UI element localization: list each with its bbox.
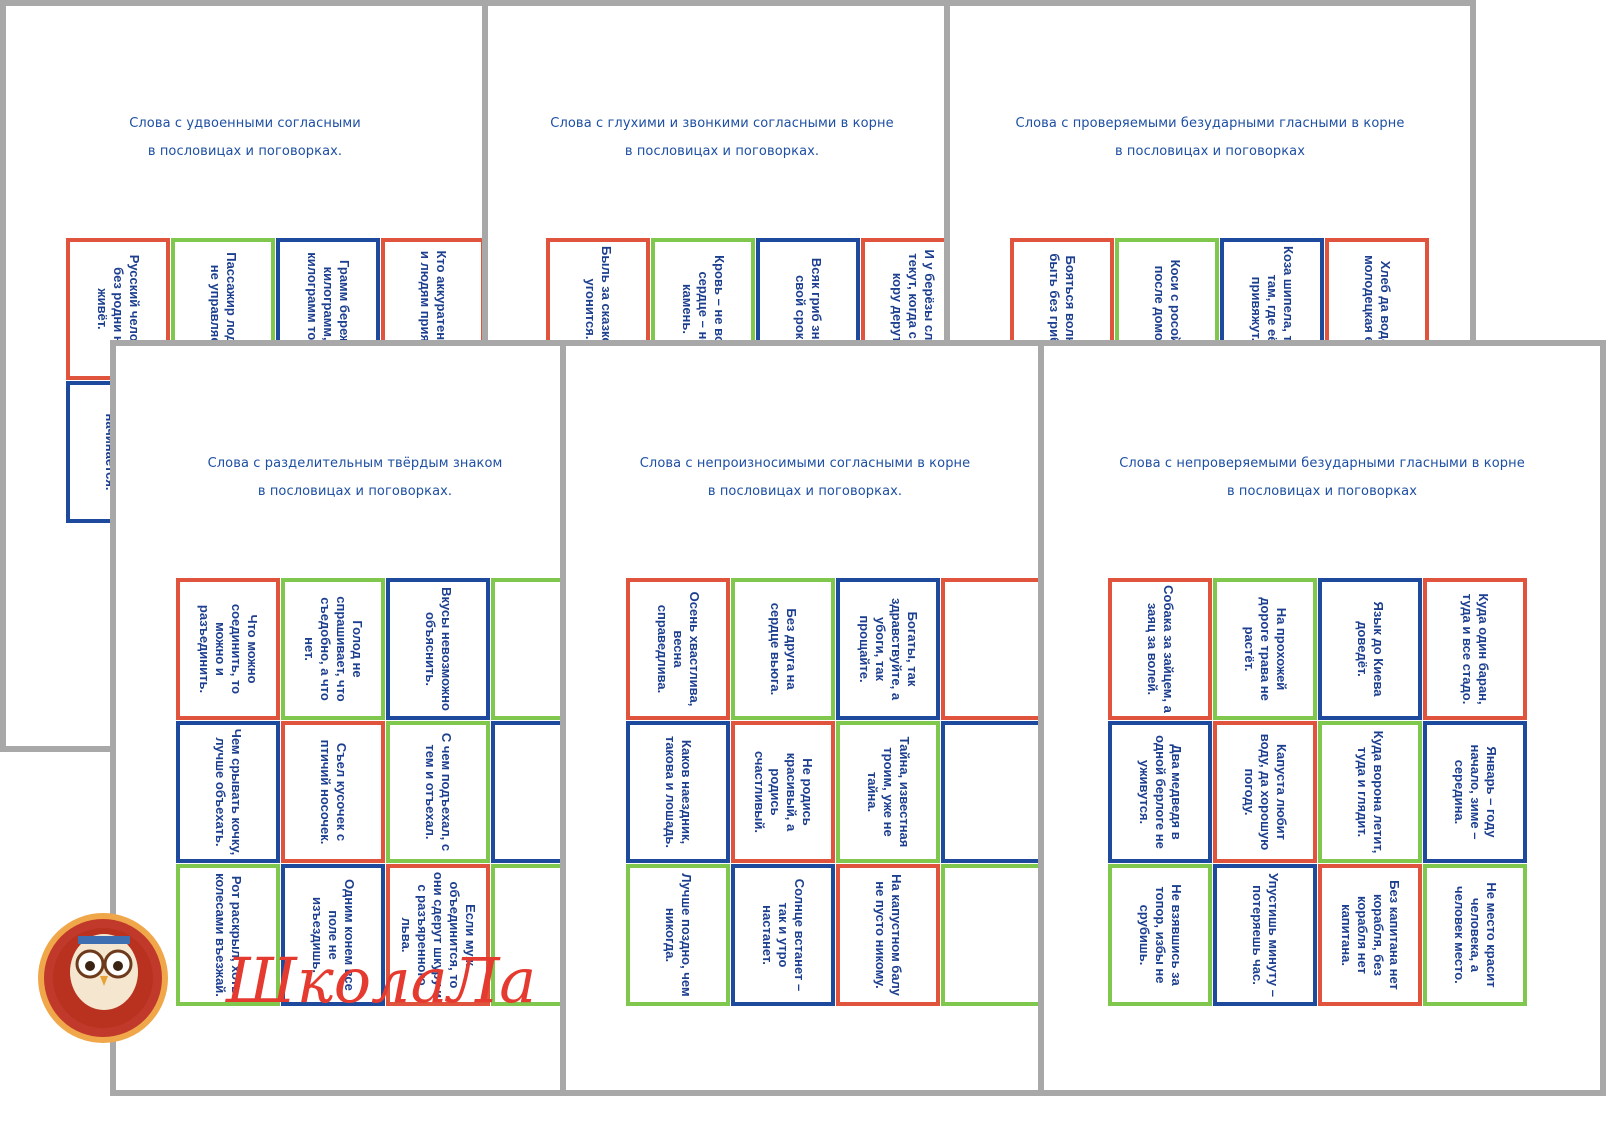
proverb-card: Куда ворона летит, туда и глядит. [1318,721,1422,863]
proverb-card: Не взявшись за топор, избы не срубишь. [1108,864,1212,1006]
proverb-card: На прохожей дороге трава не растёт. [1213,578,1317,720]
sheet-title: Слова с удвоенными согласными [129,116,361,131]
proverb-card: Собака за зайцем, а заяц за волей. [1108,578,1212,720]
proverb-card: Без друга на сердце вьюга. [731,578,835,720]
proverb-card: Январь – году начало, зиме – середина. [1423,721,1527,863]
proverb-card: Съел кусочек с птичий носочек. [281,721,385,863]
sheet-subtitle: в пословицах и поговорках. [707,484,903,499]
sheet-title: Слова с проверяемыми безударными гласным… [1015,116,1405,131]
proverb-card: Рот раскрыл, хоть колесами въезжай. [176,864,280,1006]
sheet-subtitle: в пословицах и поговорках. [147,144,343,159]
proverb-card [941,864,1044,1006]
proverb-card: Одним конем все поле не изъездишь. [281,864,385,1006]
proverb-card: С чем подъехал, с тем и отъехал. [386,721,490,863]
sheet-title: Слова с разделительным твёрдым знаком [207,456,503,471]
proverb-card: Тайна, известная троим, уже не тайна. [836,721,940,863]
worksheet-unchecked-vowels: Слова с непроверяемыми безударными гласн… [1038,340,1606,1096]
sheet-title: Слова с глухими и звонкими согласными в … [550,116,894,131]
proverb-card: Без капитана нет корабля, без корабля не… [1318,864,1422,1006]
worksheet-silent-consonants: Слова с непроизносимыми согласными в кор… [560,340,1050,1096]
proverb-card: Солнце встанет – так и утро настанет. [731,864,835,1006]
proverb-card: Каков наездник, такова и лошадь. [626,721,730,863]
proverb-card: На капустном балу не пусто никому. [836,864,940,1006]
proverb-card: Лучше поздно, чем никогда. [626,864,730,1006]
sheet-subtitle: в пословицах и поговорках. [624,144,820,159]
proverb-card: Два медведя в одной берлоге не уживутся. [1108,721,1212,863]
proverb-card: Если муж объединится, то они сдерут шкур… [386,864,490,1006]
proverb-card [941,721,1044,863]
proverb-card: Голод не спрашивает, что съедобно, а что… [281,578,385,720]
sheet-title: Слова с непроверяемыми безударными гласн… [1119,456,1525,471]
proverb-card: Не родись красивый, а родись счастливый. [731,721,835,863]
svg-text:ШколаЛа: ШколаЛа [225,944,536,1017]
proverb-card [941,578,1044,720]
proverb-card: Не место красит человека, а человек мест… [1423,864,1527,1006]
shkolala-logo: ШколаЛа [38,913,536,1043]
proverb-card: Осень хвастлива, весна справедлива. [626,578,730,720]
proverb-card: Куда один баран, туда и все стадо. [1423,578,1527,720]
sheet-subtitle: в пословицах и поговорках. [257,484,453,499]
proverb-card: Богаты, так здравствуйте, а убоги, так п… [836,578,940,720]
sheet-subtitle: в пословицах и поговорках [1114,144,1306,159]
proverb-card: Чем срывать кочку, лучше объехать. [176,721,280,863]
proverb-card: Что можно соединить, то можно и разъедин… [176,578,280,720]
proverb-card: Вкусы невозможно объяснить. [386,578,490,720]
proverb-card: Язык до Киева доведёт. [1318,578,1422,720]
sheet-title: Слова с непроизносимыми согласными в кор… [639,456,971,471]
proverb-card: Капуста любит воду, да хорошую погоду. [1213,721,1317,863]
sheet-subtitle: в пословицах и поговорках [1226,484,1418,499]
proverb-card: Упустишь минуту – потеряешь час. [1213,864,1317,1006]
